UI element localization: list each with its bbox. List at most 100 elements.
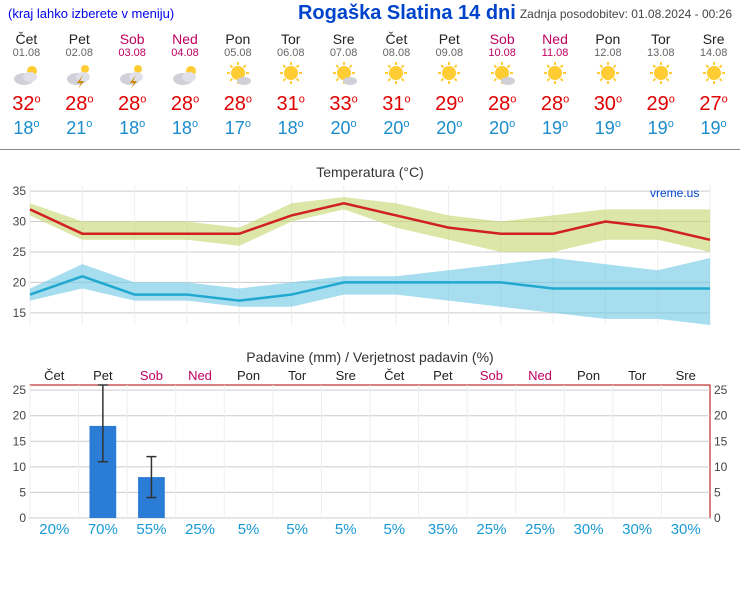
svg-text:Sre: Sre xyxy=(336,368,356,383)
svg-text:15: 15 xyxy=(13,306,27,320)
day-date: 10.08 xyxy=(476,47,529,59)
temp-low: 19o xyxy=(634,118,687,139)
weather-icon xyxy=(634,59,687,93)
day-name: Pon xyxy=(211,31,264,47)
svg-text:30%: 30% xyxy=(622,521,652,538)
temp-high: 28o xyxy=(159,93,212,116)
day-date: 13.08 xyxy=(634,47,687,59)
svg-text:10: 10 xyxy=(714,460,728,474)
svg-text:Pet: Pet xyxy=(93,368,113,383)
svg-text:Sob: Sob xyxy=(480,368,503,383)
day-name: Pet xyxy=(53,31,106,47)
day-name: Ned xyxy=(159,31,212,47)
day-date: 09.08 xyxy=(423,47,476,59)
weather-icon xyxy=(370,59,423,93)
weather-icon xyxy=(211,59,264,93)
day-name: Sre xyxy=(317,31,370,47)
svg-text:20: 20 xyxy=(13,275,27,289)
divider xyxy=(0,149,740,150)
svg-text:35: 35 xyxy=(13,184,27,198)
svg-text:Sre: Sre xyxy=(676,368,696,383)
temp-low: 20o xyxy=(317,118,370,139)
temp-high: 31o xyxy=(264,93,317,116)
day-date: 07.08 xyxy=(317,47,370,59)
weather-icon xyxy=(0,59,53,93)
day-date: 06.08 xyxy=(264,47,317,59)
svg-text:25%: 25% xyxy=(476,521,506,538)
day-col: Sob03.0828o18o xyxy=(106,31,159,139)
page-title: Rogaška Slatina 14 dni xyxy=(298,2,516,25)
precip-chart-svg: 00551010151520202525ČetPetSobNedPonTorSr… xyxy=(0,365,740,540)
weather-icon xyxy=(529,59,582,93)
svg-text:Ned: Ned xyxy=(188,368,212,383)
svg-text:5: 5 xyxy=(19,485,26,499)
weather-icon xyxy=(53,59,106,93)
weather-icon xyxy=(687,59,740,93)
svg-text:Čet: Čet xyxy=(44,368,65,383)
svg-text:25: 25 xyxy=(13,383,27,397)
svg-text:Tor: Tor xyxy=(288,368,307,383)
svg-text:5%: 5% xyxy=(335,521,357,538)
day-name: Sob xyxy=(476,31,529,47)
temp-low: 18o xyxy=(106,118,159,139)
day-col: Sob10.0828o20o xyxy=(476,31,529,139)
day-date: 05.08 xyxy=(211,47,264,59)
temp-chart: 1520253035vreme.us xyxy=(0,180,740,335)
precip-chart-title: Padavine (mm) / Verjetnost padavin (%) xyxy=(0,349,740,365)
svg-text:5%: 5% xyxy=(286,521,308,538)
svg-text:30: 30 xyxy=(13,215,27,229)
forecast-days-row: Čet01.0832o18oPet02.0828o21oSob03.0828o1… xyxy=(0,27,740,143)
svg-text:Sob: Sob xyxy=(140,368,163,383)
day-col: Sre07.08 33o20o xyxy=(317,31,370,139)
temp-low: 19o xyxy=(687,118,740,139)
day-col: Čet08.0831o20o xyxy=(370,31,423,139)
svg-text:70%: 70% xyxy=(88,521,118,538)
svg-text:Pon: Pon xyxy=(577,368,600,383)
temp-low: 19o xyxy=(529,118,582,139)
svg-text:5%: 5% xyxy=(383,521,405,538)
svg-text:0: 0 xyxy=(714,511,721,525)
temp-high: 28o xyxy=(529,93,582,116)
day-name: Ned xyxy=(529,31,582,47)
day-date: 11.08 xyxy=(529,47,582,59)
svg-text:20%: 20% xyxy=(39,521,69,538)
temp-low: 21o xyxy=(53,118,106,139)
day-date: 01.08 xyxy=(0,47,53,59)
svg-text:5: 5 xyxy=(714,485,721,499)
day-name: Sre xyxy=(687,31,740,47)
weather-icon xyxy=(581,59,634,93)
day-col: Pon05.08 28o17o xyxy=(211,31,264,139)
temp-high: 31o xyxy=(370,93,423,116)
svg-text:25%: 25% xyxy=(525,521,555,538)
day-col: Ned04.0828o18o xyxy=(159,31,212,139)
svg-text:Tor: Tor xyxy=(628,368,647,383)
temp-high: 29o xyxy=(423,93,476,116)
temp-high: 28o xyxy=(211,93,264,116)
day-name: Pon xyxy=(581,31,634,47)
day-name: Čet xyxy=(370,31,423,47)
svg-text:25: 25 xyxy=(13,245,27,259)
temp-high: 32o xyxy=(0,93,53,116)
day-col: Pet02.08 28o21o xyxy=(53,31,106,139)
menu-hint[interactable]: (kraj lahko izberete v meniju) xyxy=(8,6,174,21)
day-col: Tor06.0831o18o xyxy=(264,31,317,139)
svg-text:0: 0 xyxy=(19,511,26,525)
temp-low: 17o xyxy=(211,118,264,139)
day-date: 08.08 xyxy=(370,47,423,59)
svg-text:5%: 5% xyxy=(238,521,260,538)
temp-low: 19o xyxy=(581,118,634,139)
svg-text:55%: 55% xyxy=(136,521,166,538)
svg-text:30%: 30% xyxy=(671,521,701,538)
temp-high: 33o xyxy=(317,93,370,116)
temp-low: 20o xyxy=(423,118,476,139)
svg-text:30%: 30% xyxy=(574,521,604,538)
day-date: 02.08 xyxy=(53,47,106,59)
svg-text:Čet: Čet xyxy=(384,368,405,383)
day-col: Pet09.0829o20o xyxy=(423,31,476,139)
day-col: Čet01.0832o18o xyxy=(0,31,53,139)
temp-high: 28o xyxy=(53,93,106,116)
svg-text:35%: 35% xyxy=(428,521,458,538)
day-name: Sob xyxy=(106,31,159,47)
day-name: Čet xyxy=(0,31,53,47)
svg-text:25: 25 xyxy=(714,383,728,397)
